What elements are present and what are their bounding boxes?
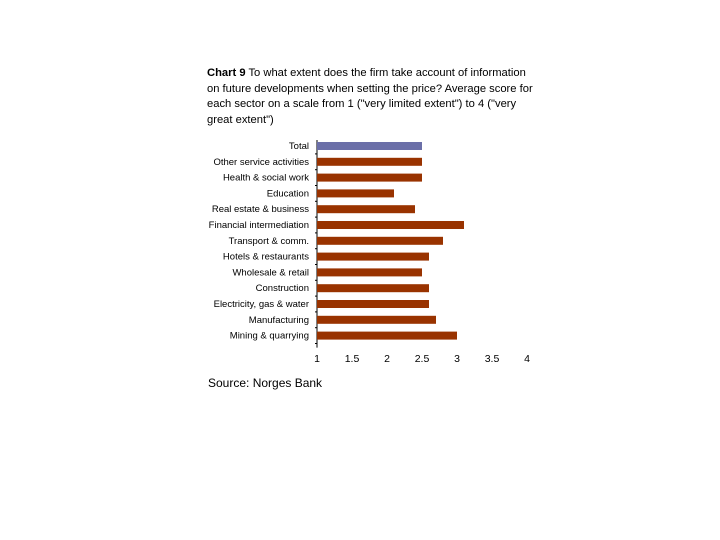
bar: [317, 157, 422, 166]
bar: [317, 189, 394, 198]
bar: [317, 142, 422, 150]
bar: [317, 252, 429, 261]
category-label: Education: [267, 188, 309, 199]
category-label: Health & social work: [223, 173, 309, 184]
chart-title: Chart 9 To what extent does the firm tak…: [207, 66, 537, 128]
x-tick-label: 1.5: [345, 353, 360, 365]
category-label: Manufacturing: [249, 315, 309, 326]
x-tick-label: 1: [314, 353, 320, 365]
category-label: Financial intermediation: [209, 220, 309, 231]
category-label: Mining & quarrying: [230, 331, 309, 342]
bar: [317, 300, 429, 308]
bar: [317, 205, 415, 214]
category-label: Transport & comm.: [229, 236, 309, 247]
category-label: Construction: [256, 283, 309, 294]
x-tick-label: 4: [524, 353, 530, 365]
chart-question: To what extent does the firm take accoun…: [207, 67, 533, 126]
category-label: Electricity, gas & water: [214, 299, 309, 310]
x-tick-label: 3: [454, 353, 460, 365]
bar: [317, 173, 422, 182]
bar: [317, 331, 457, 340]
bar: [317, 236, 443, 245]
bar: [317, 315, 436, 324]
category-label: Hotels & restaurants: [223, 252, 309, 263]
bar: [317, 284, 429, 293]
source-note: Source: Norges Bank: [208, 376, 323, 390]
x-tick-label: 2: [384, 353, 390, 365]
bar: [317, 268, 422, 277]
chart-number: Chart 9: [207, 67, 246, 79]
bar: [317, 221, 464, 229]
category-label: Wholesale & retail: [232, 267, 309, 278]
category-label: Real estate & business: [212, 204, 309, 215]
x-tick-label: 3.5: [485, 353, 500, 365]
category-label: Other service activities: [213, 157, 309, 168]
category-label: Total: [289, 141, 309, 152]
x-tick-label: 2.5: [415, 353, 430, 365]
